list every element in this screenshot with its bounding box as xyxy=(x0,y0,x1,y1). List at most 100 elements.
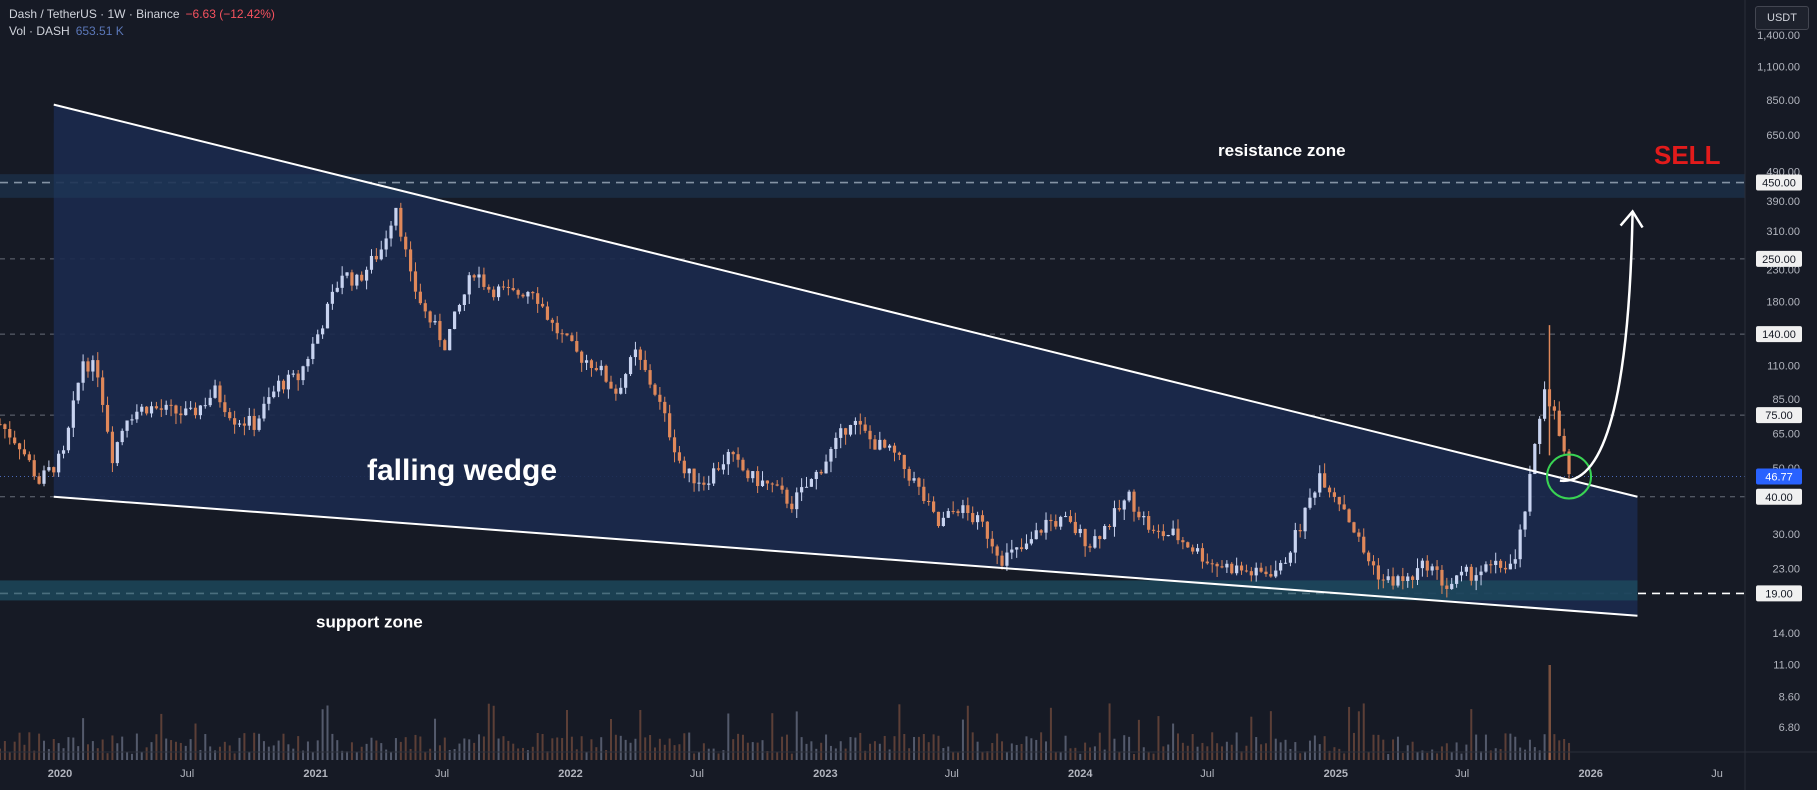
volume-bar xyxy=(898,704,901,760)
candle-body xyxy=(1098,536,1102,540)
candle-body xyxy=(731,451,735,455)
volume-bar xyxy=(1450,752,1453,760)
volume-bar xyxy=(390,752,393,760)
candle-body xyxy=(1337,496,1341,505)
candle-body xyxy=(462,294,466,305)
candle-body xyxy=(985,521,989,539)
candle-body xyxy=(1117,508,1121,510)
volume-bar xyxy=(639,709,642,760)
candle-body xyxy=(8,429,12,438)
candle-body xyxy=(267,397,271,404)
candle-body xyxy=(1484,564,1488,572)
y-tick-label: 30.00 xyxy=(1772,529,1800,541)
candle-body xyxy=(1274,570,1278,577)
candle-body xyxy=(716,468,721,470)
candle-body xyxy=(917,478,921,487)
volume-bar xyxy=(1064,735,1067,760)
candle-body xyxy=(120,430,124,443)
volume-bar xyxy=(145,747,148,760)
candle-body xyxy=(536,293,540,304)
volume-bar xyxy=(1484,734,1487,760)
volume-bar xyxy=(209,746,212,760)
volume-bar xyxy=(1553,734,1556,760)
zone-layer xyxy=(0,104,1745,616)
spike-volume-bar xyxy=(1548,665,1551,760)
candle-body xyxy=(1186,542,1190,548)
volume-bar xyxy=(253,732,256,760)
volume-header[interactable]: Vol · DASH 653.51 K xyxy=(9,24,130,38)
x-tick-label: Jul xyxy=(180,768,194,780)
candle-body xyxy=(878,439,882,450)
candle-body xyxy=(589,360,594,369)
volume-bar xyxy=(1362,703,1365,760)
candle-body xyxy=(198,405,203,416)
candle-body xyxy=(736,454,740,460)
candle-body xyxy=(1049,519,1053,522)
x-tick-label: 2026 xyxy=(1578,768,1602,780)
volume-bar xyxy=(844,748,847,760)
candle-body xyxy=(1034,530,1038,540)
price-axis[interactable]: 1,400.001,100.00850.00650.00490.00390.00… xyxy=(1744,0,1802,790)
volume-bar xyxy=(800,737,803,760)
volume-bar xyxy=(1030,738,1033,760)
candle-body xyxy=(1264,571,1268,575)
x-tick-label: 2023 xyxy=(813,768,837,780)
symbol-header[interactable]: Dash / TetherUS · 1W · Binance −6.63 (−12… xyxy=(9,7,281,21)
volume-bar xyxy=(595,747,598,760)
volume-bar xyxy=(981,752,984,760)
volume-bar xyxy=(399,741,402,760)
volume-bar xyxy=(1416,752,1419,760)
candle-body xyxy=(1435,566,1439,570)
candle-body xyxy=(599,365,603,371)
volume-bar xyxy=(917,736,920,760)
volume-bar xyxy=(790,753,793,760)
candle-body xyxy=(1210,563,1214,565)
volume-bar xyxy=(776,751,779,760)
candle-body xyxy=(868,430,872,440)
candle-body xyxy=(335,287,339,292)
candle-body xyxy=(741,459,745,471)
volume-bar xyxy=(1504,733,1507,760)
volume-bar xyxy=(1142,747,1145,760)
candle-body xyxy=(834,437,838,450)
volume-bar xyxy=(1519,747,1522,760)
volume-bar xyxy=(331,733,334,760)
volume-bar xyxy=(1191,734,1194,760)
candle-body xyxy=(756,471,760,487)
time-axis[interactable]: 2020 Jul 2021 Jul 2022 Jul 2023 Jul 2024 Jul 2025 J… xyxy=(0,751,1817,780)
volume-bar xyxy=(820,742,823,760)
volume-bar xyxy=(561,738,564,760)
volume-bar xyxy=(1113,738,1116,760)
volume-bar xyxy=(1323,736,1326,760)
symbol-title[interactable]: Dash / TetherUS · 1W · Binance xyxy=(9,7,180,21)
volume-bar xyxy=(834,748,837,760)
volume-bar xyxy=(1211,732,1214,760)
currency-unit-button[interactable]: USDT xyxy=(1755,6,1809,30)
candle-body xyxy=(1518,529,1522,560)
candle-body xyxy=(496,286,501,298)
candle-body xyxy=(296,373,300,381)
candle-body xyxy=(1342,504,1346,510)
candle-body xyxy=(936,511,941,527)
volume-bar xyxy=(966,705,969,760)
candle-body xyxy=(619,387,623,394)
candle-body xyxy=(125,420,129,431)
volume-bar xyxy=(741,734,744,760)
volume-bar xyxy=(634,738,637,760)
candle-body xyxy=(951,511,955,513)
candle-body xyxy=(819,471,823,474)
volume-bar xyxy=(732,739,735,760)
candle-body xyxy=(1293,530,1297,553)
candle-body xyxy=(130,419,134,421)
volume-bar xyxy=(507,740,510,760)
candle-body xyxy=(1352,522,1356,533)
candle-body xyxy=(746,470,750,479)
candle-body xyxy=(575,341,579,352)
y-tick-label: 11.00 xyxy=(1773,659,1800,671)
candle-body xyxy=(1401,576,1405,582)
candle-body xyxy=(931,501,936,512)
volume-bar xyxy=(756,742,759,760)
candle-body xyxy=(1029,539,1033,544)
volume-bar xyxy=(424,751,427,760)
